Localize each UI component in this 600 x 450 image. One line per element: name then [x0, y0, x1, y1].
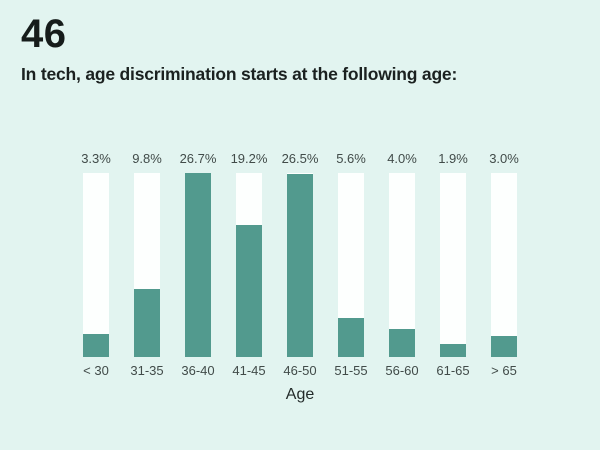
bar-value-label: 5.6% [336, 151, 366, 166]
bar-category-label: > 65 [491, 363, 517, 378]
bar-column: 4.0% 56-60 [385, 151, 418, 379]
bar-value-label: 1.9% [438, 151, 468, 166]
bar-track [134, 173, 160, 357]
bar-category-label: 46-50 [283, 363, 317, 378]
bar-column: 3.3% < 30 [81, 151, 111, 379]
bar-fill [389, 329, 415, 357]
bar-column: 9.8% 31-35 [130, 151, 163, 379]
bar-value-label: 19.2% [230, 151, 268, 166]
bar-fill [236, 225, 262, 357]
bar-track [83, 173, 109, 357]
bar-value-label: 3.3% [81, 151, 111, 166]
bar-track [440, 173, 466, 357]
bar-fill [440, 344, 466, 357]
bar-category-label: < 30 [83, 363, 109, 378]
page-title: In tech, age discrimination starts at th… [21, 64, 458, 84]
bar-value-label: 4.0% [387, 151, 417, 166]
bar-category-label: 31-35 [130, 363, 164, 378]
bar-category-label: 36-40 [181, 363, 215, 378]
chart-plot-area: 3.3% < 30 9.8% 31-35 26.7% 36-40 19.2% 4… [0, 151, 600, 379]
bar-fill [491, 336, 517, 357]
bar-fill [338, 318, 364, 357]
bar-column: 5.6% 51-55 [334, 151, 367, 379]
bar-category-label: 41-45 [232, 363, 266, 378]
bar-fill [287, 174, 313, 357]
bar-track [236, 173, 262, 357]
bar-column: 3.0% > 65 [489, 151, 519, 379]
bar-value-label: 9.8% [132, 151, 162, 166]
bar-chart: 3.3% < 30 9.8% 31-35 26.7% 36-40 19.2% 4… [0, 151, 600, 404]
bar-value-label: 26.7% [179, 151, 217, 166]
bar-column: 19.2% 41-45 [231, 151, 268, 379]
bar-track [287, 173, 313, 357]
bar-category-label: 56-60 [385, 363, 419, 378]
bar-value-label: 26.5% [281, 151, 319, 166]
bar-column: 26.5% 46-50 [282, 151, 319, 379]
bar-value-label: 3.0% [489, 151, 519, 166]
slide-number: 46 [21, 12, 67, 56]
bar-track [185, 173, 211, 357]
bar-category-label: 61-65 [436, 363, 470, 378]
x-axis-label: Age [285, 386, 315, 403]
bar-track [491, 173, 517, 357]
bar-track [389, 173, 415, 357]
bar-fill [83, 334, 109, 357]
bar-fill [185, 173, 211, 357]
bar-category-label: 51-55 [334, 363, 368, 378]
bar-column: 1.9% 61-65 [436, 151, 469, 379]
bar-column: 26.7% 36-40 [180, 151, 217, 379]
bar-track [338, 173, 364, 357]
bar-fill [134, 289, 160, 357]
